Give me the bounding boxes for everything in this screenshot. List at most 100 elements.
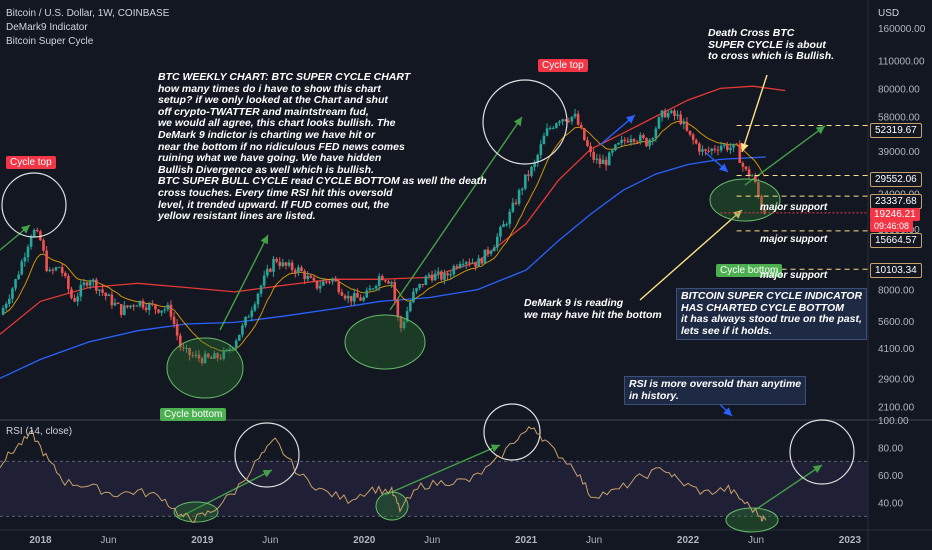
candle-body [73,298,76,302]
cycle-bottom-label-1: Cycle bottom [160,408,227,421]
candle-body [321,281,325,286]
candle-body [499,227,502,237]
candle-body [104,292,107,297]
candle-body [126,305,129,308]
major-support-1: major support [760,202,828,213]
candle-body [353,293,356,302]
candle-body [663,110,667,118]
y-tick-label: 39000.00 [878,147,920,158]
candle-body [312,277,316,281]
candle-body [334,278,337,282]
candle-body [210,357,213,359]
candle-body [480,258,484,264]
trend-arrow-2022 [744,125,826,186]
candle-body [79,284,83,297]
candle-body [374,285,378,289]
candle-body [489,251,493,254]
candle-body [225,349,229,351]
candle-body [60,267,64,273]
candle-body [188,347,191,356]
candle-body [85,282,89,286]
candle-body [583,128,586,141]
candle-body [744,166,748,170]
candle-body [468,262,471,264]
major-support-3: major support [760,270,828,281]
candle-body [234,340,238,348]
level-tag-23337[interactable]: 23337.68 [870,194,922,209]
candle-body [315,280,319,289]
candle-body [486,249,490,254]
level-tag-29552[interactable]: 29552.06 [870,172,922,187]
level-tag-15664[interactable]: 15664.57 [870,233,922,248]
y-tick-label: 110000.00 [878,57,925,68]
x-tick-label: 2020 [353,535,376,546]
candle-body [284,262,288,266]
cycle-bottom-ellipse-1 [166,337,244,399]
candle-body [116,302,120,305]
candle-body [405,311,409,322]
candle-body [76,296,80,302]
candle-body [197,354,201,359]
candle-body [1,308,5,315]
candle-body [297,267,300,274]
candle-body [399,316,403,329]
candle-body [701,149,704,152]
candle-body [262,275,266,286]
candle-body [141,300,145,308]
candle-body [542,135,546,145]
candle-body [45,250,48,272]
candle-body [502,224,505,228]
candle-body [760,195,763,210]
candle-body [424,276,428,285]
candle-body [474,262,477,267]
candle-body [735,143,738,145]
candle-body [688,130,692,135]
candle-body [548,128,552,130]
candle-body [520,188,524,191]
candle-body [157,309,160,313]
death-cross-pointer [740,74,768,153]
candle-body [272,258,275,272]
candle-body [54,267,58,271]
candle-body [95,279,98,291]
candle-body [464,262,468,264]
candle-body [200,358,204,364]
candle-body [607,152,611,166]
current-price-tag[interactable]: 19246.21 [870,208,920,221]
candle-body [110,294,114,306]
x-tick-label: Jun [424,535,440,546]
candle-body [384,280,387,282]
candle-body [4,303,8,309]
candle-body [452,266,456,275]
candle-body [626,140,630,143]
candle-body [67,275,70,290]
major-support-2: major support [760,234,828,245]
candle-body [511,202,515,212]
indicator-demark[interactable]: DeMark9 Indicator [6,22,88,33]
candle-body [570,116,574,122]
y-tick-label: 2100.00 [878,403,915,414]
candle-body [63,272,67,276]
candle-body [505,224,508,226]
rsi-label[interactable]: RSI (14, close) [6,426,73,437]
candle-body [595,158,599,160]
candle-body [763,209,766,214]
candle-body [471,262,474,264]
rsi-trend-arrow-1 [177,469,273,519]
candle-body [555,123,558,128]
level-tag-52319[interactable]: 52319.67 [870,123,922,138]
cycle-top-circle-2 [482,79,568,165]
candle-body [387,281,390,284]
level-tag-10103[interactable]: 10103.34 [870,263,922,278]
y-tick-label: 160000.00 [878,24,926,35]
candle-body [17,274,20,280]
candle-body [107,294,111,297]
candle-body [477,258,480,267]
candle-body [82,282,86,285]
candle-body [393,282,397,300]
candle-body [266,268,269,276]
candle-body [741,162,745,167]
indicator-super-cycle[interactable]: Bitcoin Super Cycle [6,36,94,47]
candle-body [707,150,710,152]
